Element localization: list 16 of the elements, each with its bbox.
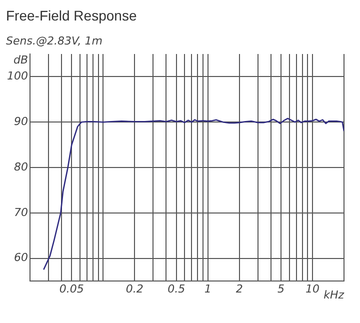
chart-subtitle: Sens.@2.83V, 1m (6, 34, 102, 48)
x-axis-title: kHz (324, 288, 344, 302)
x-tick-label: 2 (236, 282, 243, 296)
x-tick-label: 0.05 (59, 282, 84, 296)
y-tick-label: 100 (7, 70, 28, 83)
x-tick-label: 0.2 (126, 282, 144, 296)
y-tick-label: 60 (14, 251, 28, 264)
x-tick-label: 1 (204, 282, 212, 296)
x-tick-label: 5 (277, 282, 284, 296)
x-tick-label: 10 (305, 282, 320, 296)
chart-title: Free-Field Response (6, 7, 137, 24)
y-axis-title: dB (13, 53, 28, 66)
y-tick-label: 90 (14, 114, 28, 128)
x-tick-label: 0.5 (168, 282, 186, 296)
y-tick-label: 70 (14, 206, 28, 219)
y-tick-label: 80 (14, 160, 28, 174)
